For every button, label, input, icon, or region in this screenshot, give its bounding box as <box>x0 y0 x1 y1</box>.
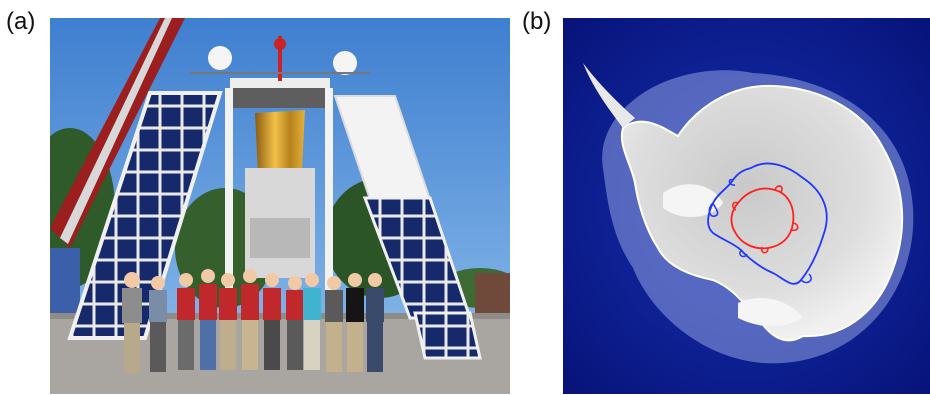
left-solar-panel <box>67 91 223 340</box>
antarctica-landmass <box>583 63 904 342</box>
flight-track-inner <box>730 185 799 254</box>
flight-track-outer <box>707 162 828 285</box>
crane <box>50 18 185 318</box>
gondola <box>190 36 370 318</box>
payload-photo <box>50 18 510 394</box>
right-solar-panel <box>333 95 482 360</box>
panel-label-a: (a) <box>6 8 36 35</box>
antarctica-map <box>563 18 930 394</box>
antarctica-map-image <box>563 18 930 394</box>
panel-label-b: (b) <box>522 8 552 35</box>
payload-photo-image <box>50 18 510 394</box>
team-group <box>122 269 384 373</box>
